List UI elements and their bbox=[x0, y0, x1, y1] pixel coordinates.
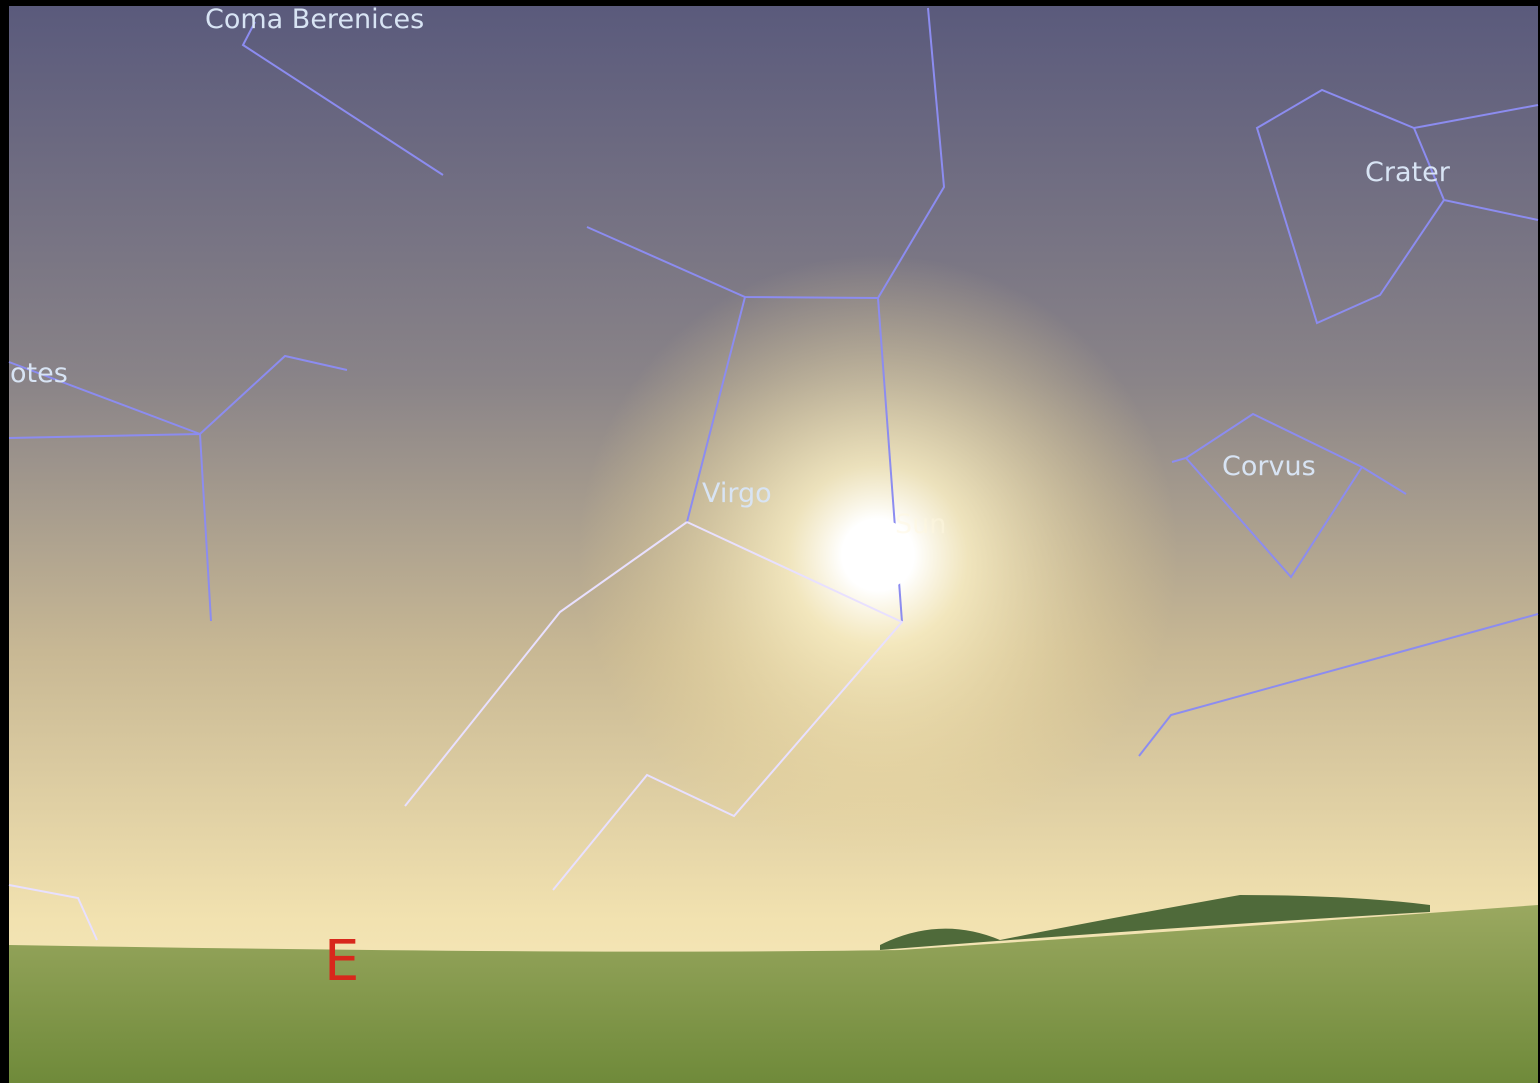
sky-view: Coma Berenices otes Virgo Sun Crater Cor… bbox=[0, 0, 1540, 1083]
planet-label: Sun bbox=[895, 509, 946, 540]
constellation-label: Coma Berenices bbox=[205, 4, 424, 35]
constellation-label: Crater bbox=[1365, 157, 1451, 188]
constellation-label: Corvus bbox=[1222, 451, 1316, 482]
constellation-label: Virgo bbox=[702, 478, 772, 509]
constellation-label: otes bbox=[10, 358, 68, 389]
page: Coma Berenices otes Virgo Sun Crater Cor… bbox=[0, 0, 1540, 1083]
cardinal-point: E bbox=[324, 929, 359, 994]
